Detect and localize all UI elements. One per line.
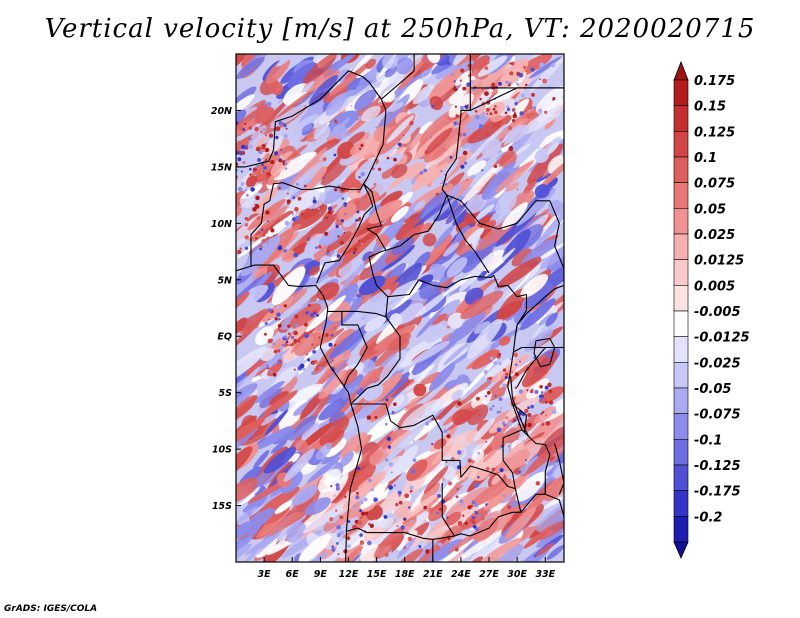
colorbar-label: -0.005 [694, 305, 741, 320]
colorbar-label: 0.0125 [694, 254, 744, 269]
colorbar-label: -0.075 [694, 408, 741, 423]
colorbar-box [673, 208, 689, 235]
lat-tick-label: 20N [211, 106, 232, 117]
colorbar-label: 0.025 [694, 228, 735, 243]
border-line [521, 429, 564, 517]
border-line [387, 274, 527, 298]
border-line [351, 316, 401, 404]
lon-tick-label: 6E [286, 569, 300, 580]
border-line [516, 347, 546, 388]
lon-tick-label: 21E [423, 569, 443, 580]
lat-tick-label: 5S [219, 388, 233, 399]
border-line [446, 194, 564, 269]
border-line [345, 527, 471, 540]
colorbar-box [673, 361, 689, 389]
colorbar-box [673, 284, 689, 312]
border-line [470, 87, 564, 111]
colorbar-label: -0.0125 [694, 331, 750, 346]
border-line [363, 109, 471, 251]
lon-tick-label: 27E [479, 569, 499, 580]
border-line [460, 54, 471, 111]
border-line [470, 483, 546, 537]
colorbar-label: -0.125 [694, 459, 741, 474]
colorbar-box [673, 182, 689, 209]
border-line [446, 194, 490, 274]
border-line [350, 294, 528, 490]
colorbar-top-arrow [673, 60, 689, 81]
border-line [514, 284, 564, 337]
border-line [236, 70, 387, 267]
colorbar-box [673, 336, 689, 363]
border-line [533, 337, 556, 368]
lon-tick-label: 30E [507, 569, 527, 580]
lon-tick-label: 12E [339, 569, 359, 580]
border-line [441, 483, 455, 537]
lat-tick-label: 15S [212, 501, 232, 512]
colorbar-box [673, 490, 689, 517]
colorbar-bottom-arrow [673, 541, 689, 559]
velocity-field [236, 54, 564, 562]
border-line [510, 375, 529, 436]
colorbar-label: -0.025 [694, 356, 741, 371]
colorbar-box [673, 259, 689, 286]
border-line [380, 54, 415, 100]
plot-frame [235, 53, 565, 563]
border-line [554, 443, 564, 495]
grads-credit: GrADS: IGES/COLA [4, 604, 98, 614]
colorbar-label: 0.005 [694, 279, 735, 294]
lon-tick-label: 24E [451, 569, 471, 580]
map-title: Vertical velocity [m/s] at 250hPa, VT: 2… [44, 14, 756, 44]
map-axes: 3E 6E 9E 12E 15E 18E 21E 24E 27E 30E 33E 20N 15N 10N 5… [211, 106, 556, 580]
colorbar-box [673, 310, 689, 338]
colorbar-label: 0.175 [694, 74, 735, 89]
lon-tick-label: 33E [535, 569, 555, 580]
map-plot-area [236, 54, 564, 562]
colorbar-label: -0.2 [694, 510, 722, 525]
lon-tick-label: 18E [395, 569, 415, 580]
colorbar-box [673, 515, 689, 543]
lat-tick-label: EQ [217, 332, 232, 343]
country-borders [235, 53, 565, 563]
lat-tick-label: 10S [212, 445, 232, 456]
lat-tick-label: 5N [217, 275, 232, 286]
colorbar-box [673, 413, 689, 440]
border-line [341, 311, 368, 388]
colorbar-label: -0.175 [694, 485, 741, 500]
colorbar-box [673, 79, 689, 107]
lon-tick-label: 3E [258, 569, 272, 580]
colorbar-box [673, 156, 689, 184]
lat-tick-label: 15N [211, 162, 232, 173]
colorbar-box [673, 438, 689, 466]
colorbar-label: 0.1 [694, 151, 717, 166]
colorbar-label: -0.1 [694, 433, 722, 448]
border-line [512, 403, 528, 433]
colorbar-box [673, 464, 689, 492]
lon-tick-label: 15E [367, 569, 387, 580]
lat-tick-label: 10N [211, 219, 232, 230]
colorbar-box [673, 105, 689, 132]
colorbar-box [673, 233, 689, 261]
colorbar-label: 0.15 [694, 100, 726, 115]
border-line [514, 488, 522, 513]
colorbar-label: -0.05 [694, 382, 731, 397]
colorbar-box [673, 387, 689, 415]
colorbar-label: 0.125 [694, 125, 735, 140]
border-line [316, 183, 374, 284]
border-line [236, 264, 363, 562]
lon-tick-label: 9E [314, 569, 328, 580]
colorbar: 0.175 0.15 0.125 0.1 0.075 0.05 0.025 0.0125 0.0… [673, 60, 750, 559]
colorbar-box [673, 131, 689, 158]
colorbar-label: 0.05 [694, 202, 726, 217]
colorbar-label: 0.075 [694, 177, 735, 192]
